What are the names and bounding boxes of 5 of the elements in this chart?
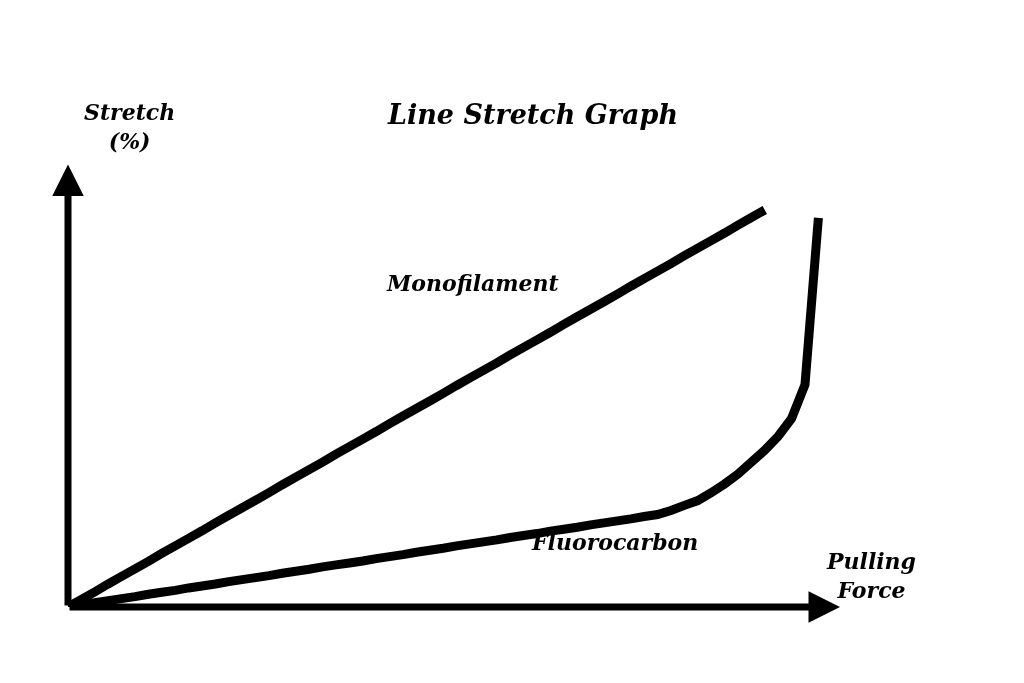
chart-title: Line Stretch Graph [387, 99, 679, 130]
series-label: Fluorocarbon [531, 529, 699, 555]
series-label: Monofilament [386, 270, 559, 296]
y-axis-title: Stretch (%) [84, 99, 176, 154]
x-axis-title: Pulling Force [826, 548, 916, 603]
